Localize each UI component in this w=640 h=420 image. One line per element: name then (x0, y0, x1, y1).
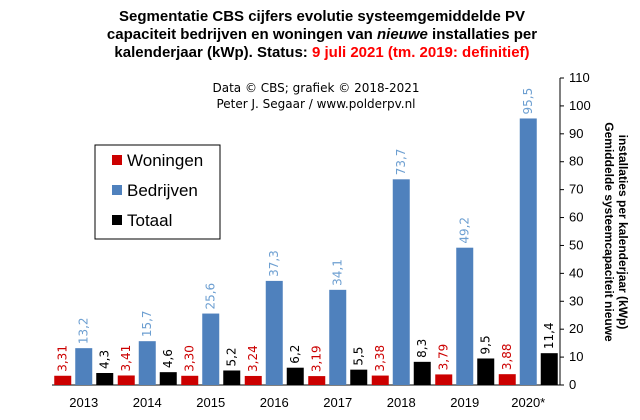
x-tick-label: 2014 (133, 395, 162, 410)
chart-title-nieuwe: nieuwe (377, 26, 428, 43)
bar-bedrijven (265, 280, 283, 385)
bar-bedrijven (75, 348, 93, 385)
credit-line-1: Data © CBS; grafiek © 2018-2021 (213, 81, 420, 95)
bar-bedrijven (329, 289, 347, 385)
chart-title-line-2-end: installaties per (428, 26, 537, 43)
y-tick-label: 0 (569, 377, 576, 392)
bar-woningen (308, 376, 326, 385)
legend-swatch-totaal (112, 215, 122, 225)
x-tick-label: 2018 (387, 395, 416, 410)
bar-totaal (540, 353, 558, 385)
chart-title-line-2: capaciteit bedrijven en woningen van nie… (107, 26, 537, 43)
bar-bedrijven (138, 341, 156, 385)
y-tick-label: 90 (569, 126, 583, 141)
y-tick-label: 60 (569, 210, 583, 225)
x-tick-label: 2017 (323, 395, 352, 410)
y-axis-label: Gemiddelde systeemcapaciteit nieuwe inst… (602, 122, 630, 342)
data-label-woningen: 3,30 (183, 345, 197, 372)
data-label-totaal: 4,3 (98, 350, 112, 369)
y-tick-label: 30 (569, 293, 583, 308)
bars (54, 118, 558, 385)
bar-woningen (117, 375, 135, 385)
chart-title-status: 9 juli 2021 (tm. 2019: definitief) (312, 44, 530, 61)
bar-bedrijven (456, 247, 474, 385)
bar-bedrijven (519, 118, 537, 385)
y-tick-label: 10 (569, 349, 583, 364)
bar-woningen (498, 374, 516, 385)
bar-totaal (350, 369, 368, 385)
data-label-bedrijven: 13,2 (77, 317, 91, 344)
data-label-woningen: 3,19 (310, 345, 324, 372)
bar-woningen (181, 375, 199, 385)
bar-bedrijven (392, 179, 410, 385)
legend-swatch-woningen (112, 155, 122, 165)
legend-swatch-bedrijven (112, 185, 122, 195)
data-label-woningen: 3,24 (246, 345, 260, 372)
y-axis-label-line-1: Gemiddelde systeemcapaciteit nieuwe (602, 122, 616, 342)
y-tick-label: 40 (569, 265, 583, 280)
chart-title-line-2-start: capaciteit bedrijven en woningen van (107, 26, 377, 43)
y-tick-label: 70 (569, 182, 583, 197)
bar-totaal (96, 372, 114, 385)
data-label-bedrijven: 25,6 (204, 283, 218, 310)
x-ticks: 2013 2014 2015 2016 2017 2018 2019 2020* (69, 395, 545, 410)
data-label-woningen: 3,88 (500, 343, 514, 370)
data-label-woningen: 3,79 (437, 344, 451, 371)
data-label-bedrijven: 95,5 (521, 88, 535, 115)
bar-woningen (54, 375, 72, 385)
data-label-bedrijven: 37,3 (267, 250, 281, 277)
data-label-totaal: 4,6 (161, 349, 175, 368)
bar-totaal (286, 367, 304, 385)
x-tick-label: 2019 (450, 395, 479, 410)
chart-title-line-3-start: kalenderjaar (kWp). Status: (114, 44, 312, 61)
data-label-bedrijven: 49,2 (458, 217, 472, 244)
data-label-totaal: 11,4 (542, 322, 556, 349)
y-axis-label-line-2: installaties per kalenderjaar (kWp) (616, 135, 630, 330)
data-label-bedrijven: 34,1 (331, 259, 345, 286)
data-label-bedrijven: 73,7 (394, 149, 408, 176)
chart-title-line-3: kalenderjaar (kWp). Status: 9 juli 2021 … (114, 44, 529, 61)
x-tick-label: 2020* (511, 395, 545, 410)
y-tick-label: 100 (569, 98, 591, 113)
data-label-woningen: 3,31 (56, 345, 70, 372)
data-label-totaal: 8,3 (415, 339, 429, 358)
bar-totaal (413, 361, 431, 385)
data-label-totaal: 5,5 (352, 347, 366, 366)
bar-totaal (223, 370, 241, 385)
bar-woningen (371, 375, 389, 385)
legend-label-bedrijven: Bedrijven (127, 181, 198, 200)
x-tick-label: 2015 (196, 395, 225, 410)
y-tick-label: 50 (569, 237, 583, 252)
bar-totaal (159, 372, 177, 385)
data-label-woningen: 3,41 (119, 345, 133, 372)
legend-label-totaal: Totaal (127, 211, 172, 230)
data-label-bedrijven: 15,7 (140, 310, 154, 337)
bar-woningen (244, 375, 262, 385)
bar-totaal (477, 358, 495, 385)
x-tick-label: 2016 (260, 395, 289, 410)
y-tick-label: 110 (569, 70, 590, 85)
data-labels: 3,31 13,2 4,3 3,41 15,7 4,6 3,30 25,6 5,2 3,24 37,… (56, 88, 557, 372)
chart-title-line-1: Segmentatie CBS cijfers evolutie systeem… (119, 8, 525, 25)
data-label-totaal: 6,2 (288, 345, 302, 364)
legend-label-woningen: Woningen (127, 151, 203, 170)
y-tick-label: 80 (569, 154, 583, 169)
bar-bedrijven (202, 313, 220, 385)
legend: Woningen Bedrijven Totaal (94, 144, 221, 240)
data-label-totaal: 9,5 (479, 335, 493, 354)
credit-line-2: Peter J. Segaar / www.polderpv.nl (216, 97, 415, 111)
data-label-woningen: 3,38 (373, 345, 387, 372)
data-label-totaal: 5,2 (225, 347, 239, 366)
y-ticks: 0 10 20 30 40 50 60 70 80 90 100 110 (560, 70, 591, 392)
bar-woningen (435, 374, 453, 385)
x-tick-label: 2013 (69, 395, 98, 410)
y-tick-label: 20 (569, 321, 583, 336)
